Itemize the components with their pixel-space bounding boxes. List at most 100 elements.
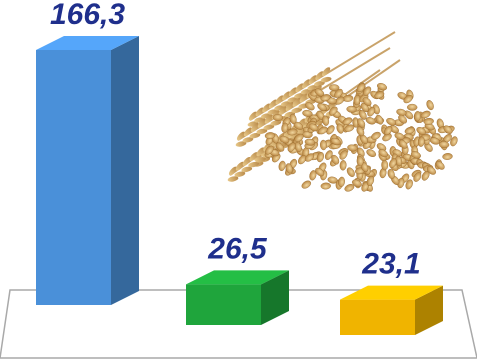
- grain: [309, 170, 317, 181]
- wheat-kernel: [295, 83, 304, 93]
- bar-side-face: [111, 36, 139, 305]
- value-label-3: 23,1: [361, 248, 420, 281]
- grain: [375, 114, 384, 125]
- wheat-kernel: [308, 75, 317, 85]
- grain: [356, 156, 364, 167]
- grain: [264, 132, 276, 140]
- value-label-1: 166,3: [50, 0, 125, 31]
- bar-side-face: [415, 285, 443, 335]
- grain: [346, 105, 357, 113]
- grain: [387, 168, 395, 180]
- grain: [342, 117, 353, 126]
- grain: [339, 160, 347, 171]
- grain: [328, 106, 338, 116]
- grain: [405, 179, 413, 190]
- grain: [423, 117, 434, 125]
- grain: [386, 117, 397, 126]
- grain: [410, 151, 421, 159]
- grain: [389, 158, 397, 169]
- grain: [351, 179, 362, 188]
- wheat-kernel: [262, 103, 271, 113]
- grain: [426, 166, 436, 175]
- grain: [272, 114, 284, 122]
- wheat-kernel: [228, 166, 238, 176]
- grain: [302, 109, 313, 117]
- grain: [435, 161, 445, 170]
- wheat-kernel: [302, 79, 311, 89]
- wheat-kernel: [256, 147, 265, 157]
- wheat-kernel: [288, 87, 297, 97]
- grain: [383, 125, 393, 136]
- grain: [331, 154, 340, 165]
- wheat-kernel: [255, 107, 264, 117]
- bar-front-face: [36, 50, 111, 305]
- wheat-kernel: [248, 161, 260, 168]
- grain: [426, 100, 434, 111]
- wheat-kernel: [241, 166, 253, 173]
- wheat-kernel: [278, 106, 287, 116]
- grain: [376, 83, 388, 91]
- grain: [378, 149, 388, 158]
- grain: [404, 126, 415, 135]
- grain: [365, 117, 376, 125]
- grain: [298, 154, 307, 165]
- grain: [414, 111, 421, 122]
- grain: [294, 133, 304, 142]
- wheat-kernel: [321, 67, 331, 77]
- grain: [358, 110, 367, 120]
- bars-group: [36, 36, 443, 335]
- grain: [438, 141, 450, 149]
- wheat-ears-and-grain-icon: [227, 31, 458, 192]
- bar-1: [36, 36, 139, 305]
- bar-top-face: [186, 270, 289, 285]
- wheat-kernel: [256, 128, 268, 135]
- wheat-kernel: [248, 111, 258, 121]
- grain: [287, 128, 298, 136]
- wheat-kernel: [250, 123, 260, 132]
- wheat-kernel: [320, 76, 332, 83]
- grain: [362, 97, 372, 106]
- wheat-kernel: [314, 80, 325, 87]
- wheat-kernel: [242, 137, 254, 143]
- grain: [330, 137, 341, 146]
- grain: [336, 123, 344, 134]
- grain: [413, 172, 422, 182]
- value-label-2: 26,5: [207, 232, 268, 265]
- grain: [304, 138, 316, 146]
- grain: [363, 86, 372, 96]
- bar-3: [340, 285, 443, 335]
- wheat-kernel: [263, 124, 275, 130]
- grain: [398, 139, 408, 149]
- wheat-kernel: [235, 161, 244, 171]
- grain: [320, 94, 331, 102]
- wheat-kernel: [291, 107, 303, 113]
- grain: [317, 126, 328, 135]
- grain: [305, 102, 315, 111]
- wheat-kernel: [292, 97, 301, 107]
- grain: [443, 125, 453, 134]
- bar-top-face: [36, 36, 139, 50]
- wheat-kernel: [234, 171, 246, 177]
- grain: [398, 114, 407, 124]
- grain: [281, 122, 289, 133]
- grain: [403, 94, 413, 104]
- grain: [308, 123, 319, 132]
- grain: [356, 126, 365, 137]
- wheat-kernel: [242, 156, 251, 166]
- wheat-kernel: [268, 99, 278, 109]
- grain: [334, 88, 343, 98]
- grain: [357, 118, 366, 128]
- grain: [278, 160, 286, 172]
- wheat-kernel: [282, 91, 291, 101]
- grain: [344, 124, 355, 132]
- grain: [346, 167, 355, 177]
- grain: [265, 145, 274, 155]
- grain: [371, 131, 381, 140]
- bar-side-face: [261, 270, 289, 325]
- wheat-kernel: [275, 95, 284, 105]
- grain: [429, 137, 440, 145]
- grain: [381, 159, 389, 171]
- wheat-kernel: [249, 132, 261, 139]
